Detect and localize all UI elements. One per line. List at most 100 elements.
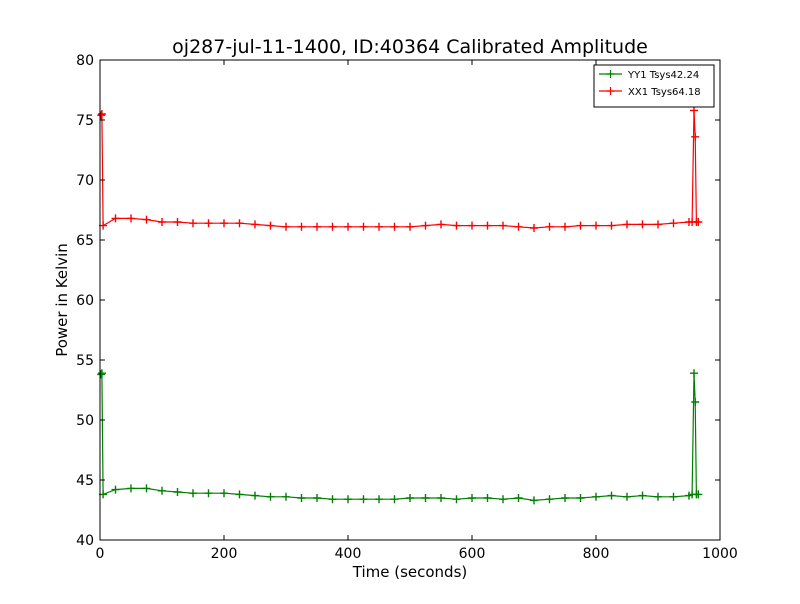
series-point-1	[251, 220, 259, 229]
series-point-0	[390, 495, 399, 504]
series-point-1	[654, 220, 662, 229]
series-point-1	[406, 222, 414, 231]
series-point-0	[592, 492, 600, 501]
series-point-1	[297, 222, 306, 231]
y-tick-label: 50	[76, 413, 94, 429]
series-point-0	[669, 492, 678, 501]
x-tick-label: 400	[335, 546, 362, 562]
series-point-0	[158, 486, 166, 495]
y-tick-label: 55	[76, 353, 94, 369]
x-tick-label: 1000	[702, 546, 738, 562]
series-line-0	[100, 371, 699, 502]
series-point-0	[127, 484, 135, 493]
series-point-0	[607, 491, 616, 500]
series-point-1	[545, 222, 554, 231]
series-point-0	[514, 494, 523, 502]
series-point-1	[468, 221, 476, 230]
series-point-1	[623, 220, 631, 229]
series-point-1	[390, 222, 399, 231]
series-point-1	[607, 221, 616, 230]
series-point-0	[297, 494, 306, 502]
series-point-1	[452, 221, 461, 230]
series-point-1	[592, 221, 600, 230]
series-point-0	[561, 494, 569, 502]
series-point-0	[452, 495, 461, 504]
y-tick-label: 40	[76, 533, 94, 549]
x-tick-label: 200	[211, 546, 238, 562]
series-point-1	[173, 218, 182, 226]
x-tick-label: 0	[96, 546, 105, 562]
series-point-1	[483, 221, 492, 230]
series-point-1	[514, 222, 523, 231]
legend-label: YY1 Tsys42.24	[627, 70, 699, 81]
y-tick-label: 70	[76, 173, 94, 189]
series-point-0	[251, 491, 259, 500]
series-point-0	[437, 494, 445, 502]
x-axis-label: Time (seconds)	[352, 563, 468, 581]
y-axis-label: Power in Kelvin	[53, 243, 71, 357]
series-point-0	[545, 495, 554, 504]
series-point-0	[111, 485, 120, 494]
series-point-1	[530, 224, 538, 232]
series-point-0	[694, 490, 703, 499]
series-point-0	[690, 369, 698, 378]
legend-marker	[606, 87, 615, 95]
series-point-0	[654, 492, 662, 501]
series-point-0	[499, 495, 507, 504]
y-tick-label: 75	[76, 113, 94, 129]
series-point-0	[421, 494, 430, 502]
plot-layer	[97, 106, 703, 505]
series-point-1	[266, 221, 275, 230]
series-point-0	[97, 370, 106, 379]
series-point-0	[406, 494, 414, 502]
chart-title: oj287-jul-11-1400, ID:40364 Calibrated A…	[172, 36, 648, 58]
series-point-0	[530, 496, 538, 505]
series-point-1	[694, 218, 703, 226]
y-tick-label: 65	[76, 233, 94, 249]
series-point-0	[576, 494, 585, 502]
series-point-0	[204, 489, 213, 498]
series-point-1	[359, 222, 368, 231]
series-point-1	[328, 222, 337, 231]
series-point-1	[638, 220, 647, 229]
series-point-1	[142, 215, 151, 224]
y-tick-label: 80	[76, 53, 94, 69]
series-point-1	[220, 219, 228, 228]
series-point-1	[282, 222, 290, 231]
series-point-1	[421, 221, 430, 230]
series-point-1	[313, 222, 321, 231]
legend: YY1 Tsys42.24 XX1 Tsys64.18	[593, 64, 715, 108]
series-point-1	[499, 221, 507, 230]
series-point-1	[189, 219, 197, 228]
legend-label: XX1 Tsys64.18	[628, 87, 701, 98]
series-point-1	[669, 219, 678, 228]
series-point-1	[576, 221, 585, 230]
series-line-1	[100, 110, 699, 229]
series-point-1	[690, 106, 698, 115]
series-point-1	[375, 222, 383, 231]
series-point-0	[483, 494, 492, 502]
series-point-1	[127, 214, 135, 223]
series-point-0	[220, 489, 228, 498]
series-point-0	[638, 491, 647, 500]
series-point-0	[313, 494, 321, 502]
series-point-1	[691, 132, 700, 141]
series-point-0	[468, 494, 476, 502]
y-tick-label: 60	[76, 293, 94, 309]
series-point-0	[344, 495, 352, 504]
series-point-0	[173, 488, 182, 496]
series-point-0	[623, 492, 631, 501]
series-point-0	[282, 492, 290, 501]
series-point-0	[328, 495, 337, 504]
y-tick-label: 45	[76, 473, 94, 489]
series-point-0	[359, 495, 368, 504]
series-point-1	[97, 111, 106, 120]
axes-layer: 0 200 400 600 800 1000 40 45 50 55 60 65 70 75 80	[76, 53, 738, 562]
series-point-0	[142, 484, 151, 493]
series-point-1	[158, 218, 166, 226]
series-point-1	[561, 222, 569, 231]
legend-marker	[606, 70, 615, 78]
x-tick-label: 600	[459, 546, 486, 562]
series-point-0	[235, 490, 244, 499]
